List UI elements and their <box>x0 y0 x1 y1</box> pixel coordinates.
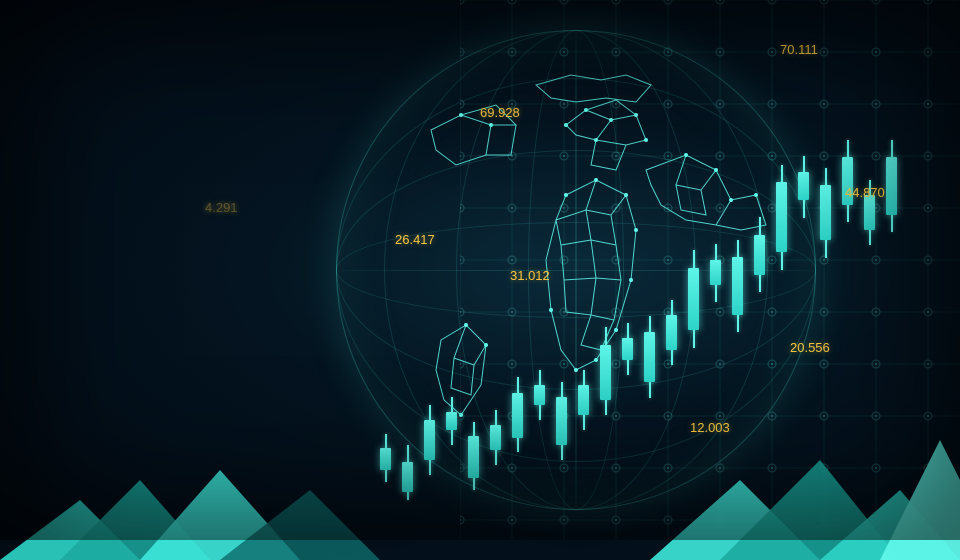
data-label: 26.417 <box>395 232 435 247</box>
data-label: 69.928 <box>480 105 520 120</box>
data-label: 70.111 <box>780 42 818 57</box>
data-label: 20.556 <box>790 340 830 355</box>
data-label: 4.291 <box>205 200 238 215</box>
polygon-shards <box>0 380 960 560</box>
data-label: 31.012 <box>510 268 550 283</box>
data-label: 44.870 <box>845 185 885 200</box>
